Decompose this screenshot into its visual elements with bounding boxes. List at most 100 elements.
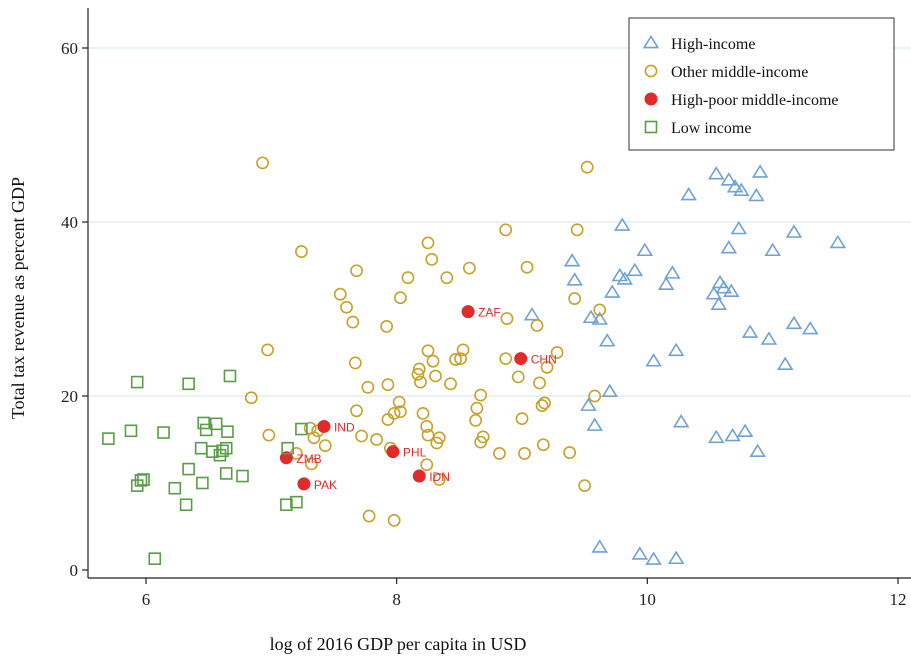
point-high-income-32: [741, 324, 759, 338]
point-high-income-9: [730, 220, 748, 235]
point-high-income-15: [626, 262, 644, 277]
point-high-income-7: [614, 217, 631, 231]
point-other-middle-income-72: [305, 457, 318, 471]
point-low-income-1: [182, 377, 195, 391]
point-other-middle-income-16: [593, 303, 607, 317]
point-other-middle-income-76: [578, 479, 592, 493]
point-high-income-10: [785, 224, 803, 238]
point-other-middle-income-74: [262, 428, 276, 442]
point-high-poor-middle-income-4: [386, 445, 400, 459]
point-other-middle-income-59: [474, 435, 488, 449]
point-label-zaf: ZAF: [478, 306, 501, 320]
point-label-chn: CHN: [531, 353, 557, 367]
point-low-income-25: [179, 498, 193, 512]
point-low-income-0: [130, 375, 144, 389]
point-high-income-44: [736, 423, 754, 438]
point-other-middle-income-43: [538, 396, 551, 410]
point-other-middle-income-14: [568, 292, 582, 305]
point-high-income-30: [785, 315, 803, 330]
point-other-middle-income-17: [346, 315, 360, 329]
point-low-income-24: [196, 476, 209, 490]
point-low-income-11: [206, 445, 219, 458]
point-low-income-23: [168, 481, 182, 495]
point-high-income-31: [802, 320, 819, 335]
point-other-middle-income-78: [387, 514, 401, 527]
point-other-middle-income-9: [350, 264, 363, 278]
point-high-poor-middle-income-6: [412, 469, 426, 483]
legend-marker-low-income: [644, 120, 658, 134]
point-high-income-12: [720, 240, 738, 254]
point-high-income-34: [598, 333, 616, 347]
point-other-middle-income-8: [520, 260, 534, 274]
point-low-income-14: [219, 441, 233, 455]
point-other-middle-income-70: [563, 446, 577, 459]
point-label-phl: PHL: [403, 446, 427, 460]
point-high-income-49: [667, 550, 685, 565]
point-high-poor-middle-income-1: [514, 352, 528, 366]
point-low-income-2: [223, 369, 237, 383]
point-other-middle-income-32: [429, 369, 442, 383]
point-high-income-40: [586, 417, 603, 431]
y-tick-label-40: 40: [61, 213, 78, 232]
legend-label-high-income: High-income: [671, 36, 755, 53]
point-other-middle-income-31: [411, 367, 425, 381]
point-low-income-17: [182, 462, 195, 476]
point-high-income-43: [724, 427, 741, 442]
point-high-income-8: [636, 242, 654, 257]
point-other-middle-income-15: [340, 300, 353, 314]
point-other-middle-income-21: [261, 343, 274, 357]
point-other-middle-income-30: [412, 362, 426, 376]
point-high-income-26: [710, 296, 728, 311]
point-low-income-4: [124, 424, 138, 438]
legend-marker-other-middle-income: [644, 64, 658, 78]
point-other-middle-income-7: [462, 261, 476, 275]
point-high-income-28: [582, 309, 600, 324]
point-other-middle-income-27: [454, 352, 467, 365]
point-other-middle-income-34: [444, 377, 457, 391]
point-other-middle-income-41: [474, 388, 488, 402]
point-low-income-10: [194, 441, 208, 455]
legend-box: [628, 17, 895, 151]
point-low-income-6: [197, 416, 210, 430]
point-other-middle-income-28: [499, 352, 513, 365]
point-high-income-19: [657, 276, 675, 290]
point-other-middle-income-40: [244, 391, 258, 405]
point-labels: ZAF CHN IND ZMB PHL PAK IDN: [296, 306, 556, 492]
point-other-middle-income-47: [350, 404, 363, 418]
point-high-income-11: [829, 234, 847, 249]
legend-label-high-poor-middle-income: High-poor middle-income: [671, 92, 839, 109]
point-label-pak: PAK: [314, 478, 337, 492]
point-other-middle-income-35: [511, 370, 525, 384]
point-other-middle-income-5: [421, 236, 435, 250]
point-high-income-46: [591, 539, 608, 553]
point-label-zmb: ZMB: [296, 452, 321, 466]
point-high-income-17: [611, 267, 629, 282]
point-high-income-38: [601, 383, 618, 398]
point-high-income-48: [645, 551, 662, 565]
x-tick-label-8: 8: [392, 590, 401, 609]
point-high-income-45: [749, 443, 766, 458]
point-low-income-15: [281, 441, 294, 455]
point-high-income-0: [708, 166, 725, 180]
point-low-income-5: [157, 426, 170, 439]
point-low-income-22: [130, 479, 144, 492]
point-other-middle-income-13: [394, 291, 407, 305]
axes: [87, 8, 911, 579]
point-high-income-16: [664, 265, 681, 279]
y-tick-label-0: 0: [70, 561, 79, 580]
point-label-idn: IDN: [429, 470, 450, 484]
point-high-income-39: [580, 397, 597, 411]
point-other-middle-income-24: [550, 346, 564, 359]
point-low-income-12: [216, 444, 229, 458]
point-low-income-16: [295, 422, 308, 436]
point-other-middle-income-65: [318, 439, 332, 452]
point-other-middle-income-12: [333, 287, 347, 301]
point-low-income-3: [102, 432, 115, 445]
point-other-middle-income-50: [416, 406, 430, 420]
point-other-middle-income-33: [414, 375, 427, 389]
point-other-middle-income-1: [580, 160, 594, 174]
x-tick-label-12: 12: [890, 590, 907, 609]
point-other-middle-income-19: [380, 319, 394, 333]
point-other-middle-income-11: [440, 271, 454, 285]
point-low-income-19: [236, 469, 249, 483]
